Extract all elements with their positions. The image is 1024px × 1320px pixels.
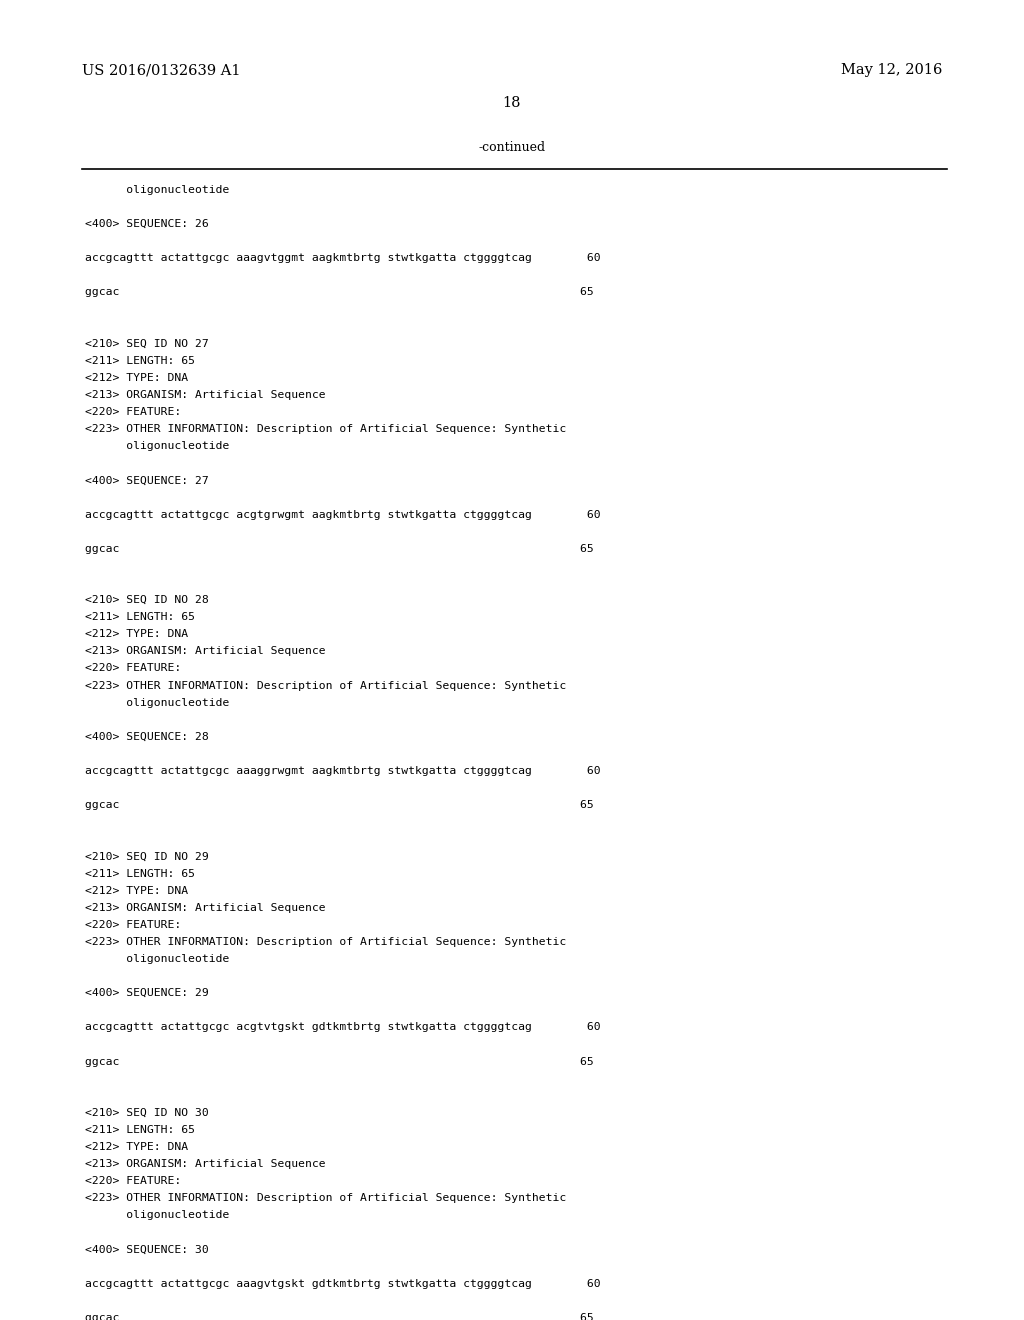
Text: -continued: -continued <box>478 141 546 154</box>
Text: <400> SEQUENCE: 28: <400> SEQUENCE: 28 <box>85 731 209 742</box>
Text: oligonucleotide: oligonucleotide <box>85 697 229 708</box>
Text: <212> TYPE: DNA: <212> TYPE: DNA <box>85 886 188 896</box>
Text: <212> TYPE: DNA: <212> TYPE: DNA <box>85 630 188 639</box>
Text: US 2016/0132639 A1: US 2016/0132639 A1 <box>82 63 241 78</box>
Text: ggcac                                                                   65: ggcac 65 <box>85 1056 594 1067</box>
Text: ggcac                                                                   65: ggcac 65 <box>85 1313 594 1320</box>
Text: oligonucleotide: oligonucleotide <box>85 441 229 451</box>
Text: <220> FEATURE:: <220> FEATURE: <box>85 1176 181 1187</box>
Text: accgcagttt actattgcgc aaagvtggmt aagkmtbrtg stwtkgatta ctggggtcag        60: accgcagttt actattgcgc aaagvtggmt aagkmtb… <box>85 253 601 263</box>
Text: oligonucleotide: oligonucleotide <box>85 185 229 195</box>
Text: <400> SEQUENCE: 30: <400> SEQUENCE: 30 <box>85 1245 209 1254</box>
Text: <223> OTHER INFORMATION: Description of Artificial Sequence: Synthetic: <223> OTHER INFORMATION: Description of … <box>85 424 566 434</box>
Text: <220> FEATURE:: <220> FEATURE: <box>85 664 181 673</box>
Text: <213> ORGANISM: Artificial Sequence: <213> ORGANISM: Artificial Sequence <box>85 647 326 656</box>
Text: <400> SEQUENCE: 29: <400> SEQUENCE: 29 <box>85 989 209 998</box>
Text: <210> SEQ ID NO 28: <210> SEQ ID NO 28 <box>85 595 209 605</box>
Text: <223> OTHER INFORMATION: Description of Artificial Sequence: Synthetic: <223> OTHER INFORMATION: Description of … <box>85 937 566 946</box>
Text: May 12, 2016: May 12, 2016 <box>841 63 942 78</box>
Text: ggcac                                                                   65: ggcac 65 <box>85 544 594 554</box>
Text: <210> SEQ ID NO 27: <210> SEQ ID NO 27 <box>85 339 209 348</box>
Text: 18: 18 <box>503 96 521 111</box>
Text: <213> ORGANISM: Artificial Sequence: <213> ORGANISM: Artificial Sequence <box>85 389 326 400</box>
Text: <223> OTHER INFORMATION: Description of Artificial Sequence: Synthetic: <223> OTHER INFORMATION: Description of … <box>85 681 566 690</box>
Text: ggcac                                                                   65: ggcac 65 <box>85 288 594 297</box>
Text: <400> SEQUENCE: 27: <400> SEQUENCE: 27 <box>85 475 209 486</box>
Text: ggcac                                                                   65: ggcac 65 <box>85 800 594 810</box>
Text: <212> TYPE: DNA: <212> TYPE: DNA <box>85 1142 188 1152</box>
Text: <211> LENGTH: 65: <211> LENGTH: 65 <box>85 356 195 366</box>
Text: <220> FEATURE:: <220> FEATURE: <box>85 920 181 929</box>
Text: <213> ORGANISM: Artificial Sequence: <213> ORGANISM: Artificial Sequence <box>85 1159 326 1170</box>
Text: accgcagttt actattgcgc aaagvtgskt gdtkmtbrtg stwtkgatta ctggggtcag        60: accgcagttt actattgcgc aaagvtgskt gdtkmtb… <box>85 1279 601 1288</box>
Text: oligonucleotide: oligonucleotide <box>85 1210 229 1221</box>
Text: accgcagttt actattgcgc aaaggrwgmt aagkmtbrtg stwtkgatta ctggggtcag        60: accgcagttt actattgcgc aaaggrwgmt aagkmtb… <box>85 766 601 776</box>
Text: <212> TYPE: DNA: <212> TYPE: DNA <box>85 372 188 383</box>
Text: <210> SEQ ID NO 30: <210> SEQ ID NO 30 <box>85 1107 209 1118</box>
Text: <400> SEQUENCE: 26: <400> SEQUENCE: 26 <box>85 219 209 228</box>
Text: accgcagttt actattgcgc acgtvtgskt gdtkmtbrtg stwtkgatta ctggggtcag        60: accgcagttt actattgcgc acgtvtgskt gdtkmtb… <box>85 1023 601 1032</box>
Text: <211> LENGTH: 65: <211> LENGTH: 65 <box>85 869 195 879</box>
Text: oligonucleotide: oligonucleotide <box>85 954 229 964</box>
Text: <220> FEATURE:: <220> FEATURE: <box>85 407 181 417</box>
Text: <211> LENGTH: 65: <211> LENGTH: 65 <box>85 612 195 622</box>
Text: accgcagttt actattgcgc acgtgrwgmt aagkmtbrtg stwtkgatta ctggggtcag        60: accgcagttt actattgcgc acgtgrwgmt aagkmtb… <box>85 510 601 520</box>
Text: <223> OTHER INFORMATION: Description of Artificial Sequence: Synthetic: <223> OTHER INFORMATION: Description of … <box>85 1193 566 1204</box>
Text: <211> LENGTH: 65: <211> LENGTH: 65 <box>85 1125 195 1135</box>
Text: <213> ORGANISM: Artificial Sequence: <213> ORGANISM: Artificial Sequence <box>85 903 326 912</box>
Text: <210> SEQ ID NO 29: <210> SEQ ID NO 29 <box>85 851 209 862</box>
